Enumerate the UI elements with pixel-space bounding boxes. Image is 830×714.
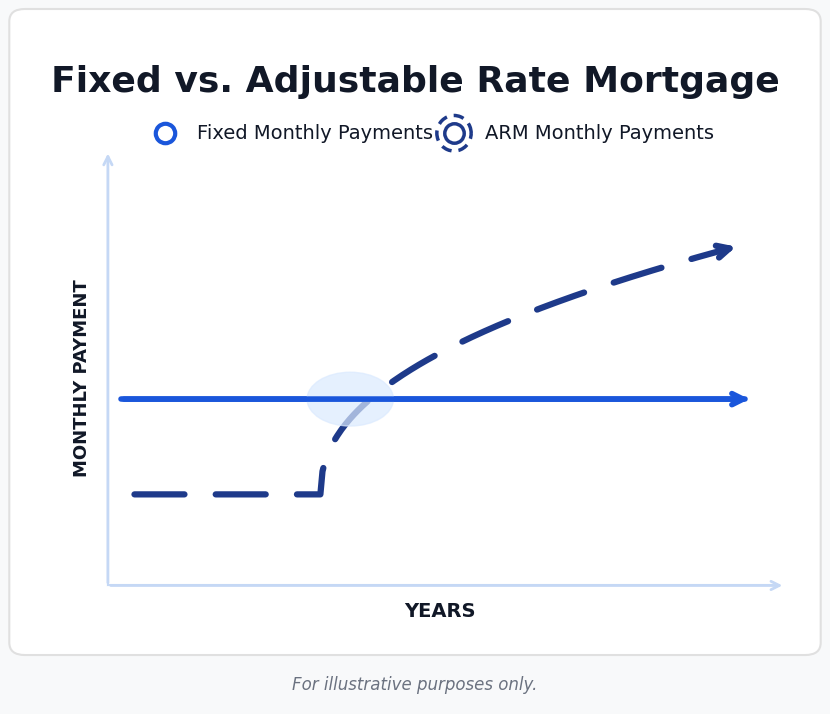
- Circle shape: [307, 372, 393, 426]
- X-axis label: YEARS: YEARS: [404, 602, 476, 621]
- Text: For illustrative purposes only.: For illustrative purposes only.: [292, 676, 538, 695]
- Y-axis label: MONTHLY PAYMENT: MONTHLY PAYMENT: [73, 280, 91, 477]
- Text: Fixed vs. Adjustable Rate Mortgage: Fixed vs. Adjustable Rate Mortgage: [51, 65, 779, 99]
- Text: ARM Monthly Payments: ARM Monthly Payments: [486, 124, 715, 143]
- Text: Fixed Monthly Payments: Fixed Monthly Payments: [197, 124, 432, 143]
- FancyBboxPatch shape: [9, 9, 821, 655]
